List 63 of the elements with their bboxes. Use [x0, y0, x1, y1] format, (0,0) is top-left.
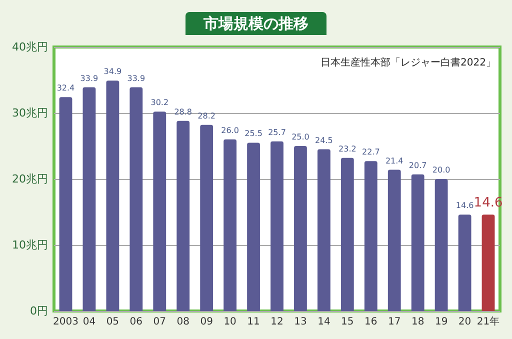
x-tick-label: 21年	[476, 316, 500, 328]
x-tick-label: 04	[82, 316, 96, 328]
y-tick-label: 30兆円	[12, 106, 48, 120]
x-tick-label: 14	[318, 316, 330, 328]
x-tick-label: 12	[270, 316, 284, 328]
x-tick-label: 05	[106, 316, 120, 328]
bar	[200, 124, 214, 311]
data-label: 24.5	[315, 136, 333, 145]
x-tick-label: 15	[341, 316, 354, 328]
x-tick-label: 07	[153, 316, 166, 328]
data-label: 25.0	[292, 132, 310, 142]
y-tick-label: 40兆円	[12, 40, 48, 54]
data-label: 28.2	[198, 111, 216, 120]
data-label: 26.0	[221, 126, 239, 135]
x-tick-label: 08	[176, 316, 190, 328]
bar	[411, 174, 424, 311]
data-label: 28.8	[174, 107, 192, 116]
data-label: 34.9	[104, 67, 122, 76]
data-label: 14.6	[456, 201, 474, 210]
bar	[340, 158, 354, 311]
data-label: 23.2	[338, 144, 356, 154]
bar	[364, 161, 378, 311]
x-tick-label: 2003	[53, 316, 78, 328]
data-label: 25.5	[244, 129, 262, 138]
x-tick-label: 16	[364, 316, 378, 328]
bar	[82, 87, 96, 311]
data-label: 25.7	[268, 128, 286, 137]
bar	[247, 142, 260, 311]
bar	[434, 179, 448, 311]
data-label: 30.2	[150, 98, 169, 108]
bar	[59, 97, 72, 311]
bar	[317, 149, 330, 311]
x-tick-label: 19	[434, 316, 448, 328]
bar	[130, 87, 143, 311]
bar	[458, 214, 472, 311]
y-tick-label: 10兆円	[12, 238, 48, 252]
x-tick-label: 09	[200, 316, 213, 328]
bar	[482, 214, 495, 311]
x-tick-label: 10	[224, 316, 236, 328]
bar	[294, 146, 307, 311]
bar	[224, 139, 237, 311]
bar	[106, 80, 120, 311]
x-tick-label: 20	[458, 316, 472, 328]
data-label: 20.7	[408, 160, 427, 170]
bar	[270, 141, 284, 311]
chart-title: 市場規模の推移	[202, 14, 308, 32]
data-label: 33.9	[80, 74, 98, 83]
x-tick-label: 06	[130, 316, 143, 328]
x-tick-label: 11	[247, 316, 260, 328]
data-label: 32.4	[56, 84, 75, 93]
annotation: 日本生産性本部「レジャー白書2022」	[320, 56, 496, 68]
bar	[176, 120, 190, 311]
data-label: 22.7	[362, 148, 380, 157]
bar	[388, 170, 401, 311]
x-tick-label: 13	[294, 316, 307, 328]
x-tick-label: 17	[388, 316, 401, 328]
data-label: 20.0	[432, 166, 450, 174]
bar	[153, 112, 166, 311]
data-label: 21.4	[385, 156, 404, 166]
y-tick-label: 0円	[30, 304, 48, 318]
data-label: 33.9	[127, 74, 146, 83]
x-tick-label: 18	[411, 316, 424, 328]
y-tick-label: 20兆円	[12, 172, 48, 186]
